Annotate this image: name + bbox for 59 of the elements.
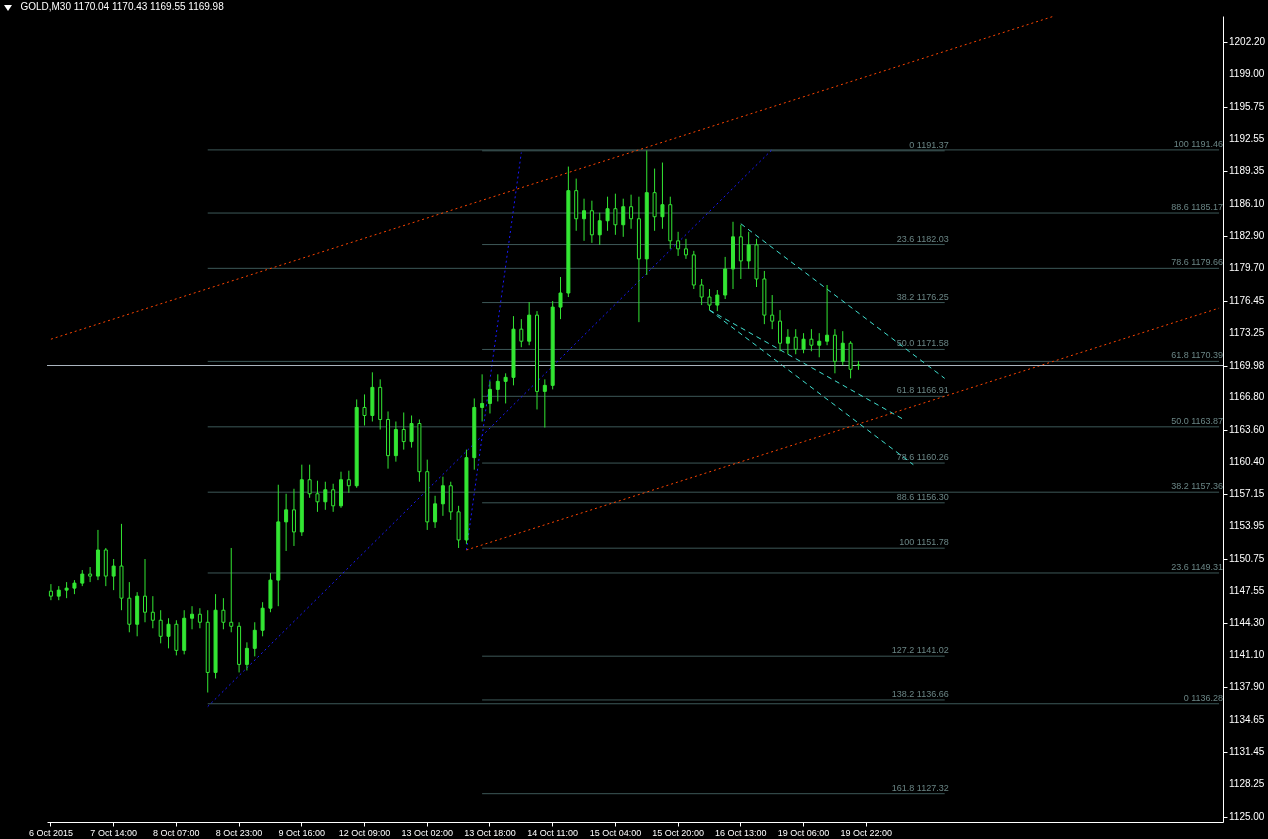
- y-tick-label: 1157.15: [1229, 488, 1265, 500]
- x-tick-label: 8 Oct 23:00: [215, 827, 263, 838]
- x-tick-label: 8 Oct 07:00: [153, 827, 200, 838]
- series-label: 0 1191.37: [909, 139, 949, 150]
- series-label: 78.6 1160.26: [896, 452, 949, 463]
- series-label: 61.8 1166.91: [896, 385, 949, 396]
- series-label: 0 1136.28: [1183, 692, 1224, 703]
- y-tick-label: 1182.90: [1229, 229, 1265, 241]
- x-tick-label: 13 Oct 02:00: [401, 827, 454, 838]
- y-tick-label: 1153.95: [1229, 520, 1265, 532]
- series-label: 100 1191.46: [1173, 138, 1224, 149]
- x-tick-label: 19 Oct 22:00: [840, 827, 893, 838]
- series-label: 50.0 1171.58: [896, 338, 949, 349]
- series-label: 88.6 1185.17: [1171, 202, 1224, 213]
- y-tick-label: 1147.55: [1229, 584, 1265, 596]
- series-label: 38.2 1176.25: [896, 291, 949, 302]
- series-label: 23.6 1182.03: [896, 233, 949, 244]
- x-tick-label: 9 Oct 16:00: [278, 827, 326, 838]
- series-label: 23.6 1149.31: [1171, 561, 1224, 572]
- y-tick-label: 1202.20: [1229, 36, 1266, 48]
- y-tick-label: 1189.35: [1229, 165, 1265, 177]
- y-tick-label: 1128.25: [1229, 778, 1265, 790]
- series-label: 100 1151.78: [899, 537, 949, 548]
- y-tick-label: 1186.10: [1229, 197, 1265, 209]
- y-tick-label: 1141.10: [1229, 649, 1265, 661]
- series-label: 50.0 1163.87: [1171, 415, 1224, 426]
- series-label: 88.6 1156.30: [896, 491, 949, 502]
- series-label: 38.2 1157.36: [1171, 481, 1224, 492]
- x-tick-label: 7 Oct 14:00: [90, 827, 137, 838]
- series-label: 138.2 1136.66: [891, 688, 949, 699]
- y-tick-label: 1166.80: [1229, 391, 1265, 403]
- y-tick-label: 1134.65: [1229, 714, 1265, 726]
- series-label: 127.2 1141.02: [891, 645, 949, 656]
- y-tick-label: 1179.70: [1229, 261, 1265, 273]
- series-label: 161.8 1127.32: [891, 782, 949, 793]
- series-label: 61.8 1170.39: [1171, 350, 1224, 361]
- x-tick-label: 6 Oct 2015: [28, 827, 73, 838]
- y-tick-label: 1125.00: [1229, 810, 1265, 822]
- x-tick-label: 13 Oct 18:00: [464, 827, 516, 838]
- y-tick-label: 1160.40: [1229, 455, 1265, 467]
- y-tick-label: 1144.30: [1229, 617, 1265, 629]
- x-tick-label: 14 Oct 11:00: [527, 827, 579, 838]
- x-tick-label: 15 Oct 04:00: [589, 827, 642, 838]
- y-tick-label: 1163.60: [1229, 423, 1265, 435]
- y-tick-label: 1150.75: [1229, 552, 1265, 564]
- y-tick-label: 1137.90: [1229, 681, 1265, 693]
- y-tick-label: 1192.55: [1229, 132, 1265, 144]
- y-tick-label: 1195.75: [1229, 100, 1265, 112]
- x-tick-label: 19 Oct 06:00: [777, 827, 830, 838]
- series-label: 78.6 1179.66: [1171, 257, 1224, 268]
- x-tick-label: 15 Oct 20:00: [652, 827, 704, 838]
- y-tick-label: 1169.98: [1229, 359, 1265, 371]
- x-tick-label: 12 Oct 09:00: [338, 827, 391, 838]
- y-tick-label: 1176.45: [1229, 294, 1265, 306]
- y-tick-label: 1199.00: [1229, 68, 1265, 80]
- chart-title: GOLD,M30 1170.04 1170.43 1169.55 1169.98: [20, 1, 225, 12]
- x-tick-label: 16 Oct 13:00: [715, 827, 767, 838]
- y-tick-label: 1173.25: [1229, 326, 1265, 338]
- y-tick-label: 1131.45: [1229, 746, 1265, 758]
